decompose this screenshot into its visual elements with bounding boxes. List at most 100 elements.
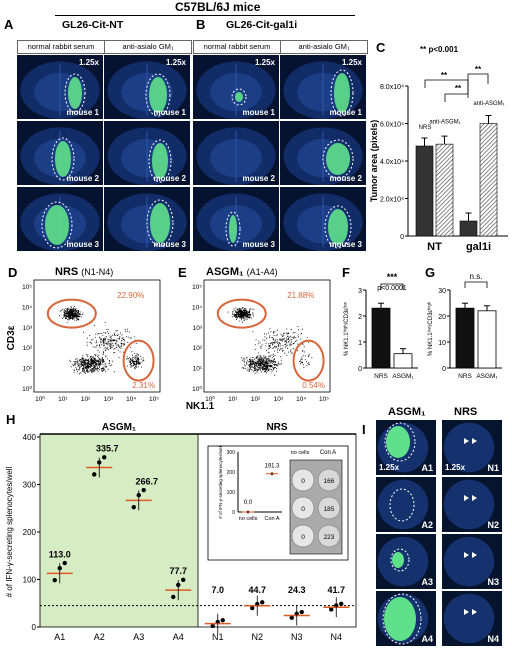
y-tick-label: 1 <box>358 340 362 347</box>
flow-y-tick-label: 10³ <box>193 325 203 332</box>
inset-y-tick-label: 0 <box>232 510 235 516</box>
value-label: 24.3 <box>288 585 306 595</box>
panel-a-tile-asgm-3-image <box>107 193 187 251</box>
tumor-outline <box>64 73 86 113</box>
panel-b-tile-asgm-2-image <box>283 127 363 185</box>
well-cona <box>317 496 341 520</box>
data-point <box>92 472 97 477</box>
bar-gal1i-0 <box>459 220 478 237</box>
panel-b-tile-nrs-1-image <box>196 61 276 119</box>
well-count-nocells: 0 <box>301 534 305 541</box>
panel-i-col-left: ASGM₁ <box>388 406 426 418</box>
tumor-outline <box>324 205 352 249</box>
tumor-area <box>326 143 350 175</box>
tumor-area <box>384 597 416 641</box>
x-category-label: N1 <box>212 632 224 642</box>
panel-b-tile-nrs-2-image <box>196 127 276 185</box>
bar-label-asgm-gal1i: anti-ASGM₁ <box>473 101 504 107</box>
sample-label: N1 <box>487 463 499 473</box>
flow-y-tick-label: 10⁵ <box>192 284 202 291</box>
flow-y-tick-label: 10² <box>193 345 203 352</box>
y-tick-label: 200 <box>23 528 37 537</box>
sig-star-1: ** <box>441 71 448 80</box>
x-category-label: A2 <box>94 632 105 642</box>
flow-x-tick-label: 10¹ <box>228 396 238 403</box>
well-count-nocells: 0 <box>301 478 305 485</box>
zoom-label: 1.25x <box>341 58 362 67</box>
data-point <box>260 600 265 605</box>
tumor-outline <box>41 201 73 249</box>
flow-D-gate-top-value: 22.90% <box>117 291 144 300</box>
x-category-label: N3 <box>291 632 303 642</box>
mouse-label: mouse 2 <box>153 174 186 183</box>
arrowhead-markers <box>464 609 477 615</box>
sig-bracket <box>380 283 404 290</box>
panel-i-asgm-image <box>377 536 429 587</box>
inset-x-label: Con A <box>265 516 280 522</box>
arrowhead-markers <box>464 438 477 444</box>
panel-i-asgm-image <box>377 422 429 473</box>
data-point <box>329 607 334 612</box>
panel-i-nrs-image <box>443 479 495 530</box>
flow-E-gate-top <box>216 298 267 329</box>
tumor-outline <box>384 422 416 462</box>
flow-y-tick-label: 10³ <box>23 325 33 332</box>
panel-b-tile-nrs-1: 1.25x mouse 1 <box>193 55 279 119</box>
data-point <box>181 577 186 583</box>
flow-E-gate-bottom-value: 0.54% <box>302 381 325 390</box>
panel-a-tile-asgm-2: mouse 2 <box>104 121 190 185</box>
flow-y-tick-label: 10⁰ <box>192 385 202 393</box>
inset-table-col1: no cells <box>291 450 310 456</box>
well-count-nocells: 0 <box>301 506 305 513</box>
tumor-area <box>150 203 170 243</box>
brain-section <box>443 422 495 473</box>
group-b-label: NRS <box>266 422 287 433</box>
panel-label-b: B <box>196 17 206 32</box>
sig-star-3: ** <box>475 65 482 74</box>
significance-main: ** p<0.001 <box>420 45 459 54</box>
data-point <box>220 618 225 623</box>
mouse-label: mouse 3 <box>66 240 99 249</box>
inset-value-label: 191.3 <box>264 464 280 470</box>
panel-b-tile-nrs-3-image <box>196 193 276 251</box>
bar-ASGM₁ <box>393 353 413 369</box>
sig-star-2: ** <box>455 84 462 93</box>
panel-b-tile-asgm-2: mouse 2 <box>280 121 366 185</box>
panel-i-nrs-tile-3: N3 <box>442 534 502 589</box>
flow-x-tick-label: 10⁴ <box>126 396 136 403</box>
y-tick-label: 100 <box>23 576 37 585</box>
tumor-outline <box>231 88 247 106</box>
mouse-label: mouse 3 <box>153 240 186 249</box>
bar-NRS <box>371 307 391 369</box>
data-point <box>299 609 304 615</box>
flow-D-gate-bottom <box>122 339 155 382</box>
x-category-label: NRS <box>458 373 472 380</box>
tumor-area <box>328 209 348 245</box>
y-tick-label: 300 <box>23 481 37 490</box>
data-point <box>250 605 255 611</box>
x-category-label: ASGM₁ <box>476 373 498 380</box>
y-tick-label: 6.0x10⁴ <box>380 122 404 129</box>
y-tick-label: 10 <box>438 340 446 347</box>
mouse-label: mouse 1 <box>242 108 275 117</box>
panel-label-g: G <box>425 265 436 280</box>
panel-a-tile-nrs-1-image <box>20 61 100 119</box>
flow-y-tick-label: 10⁰ <box>22 385 32 393</box>
well-count-cona: 223 <box>324 534 335 541</box>
flow-x-tick-label: 10⁵ <box>319 396 329 403</box>
panel-e-title-sub: (A1-A4) <box>246 267 278 277</box>
value-label: 113.0 <box>49 549 71 559</box>
inset-y-axis-label: # of IFN-γ-secreting splenocytes/well <box>218 445 223 519</box>
panel-a-tile-asgm-1: 1.25x mouse 1 <box>104 55 190 119</box>
data-point <box>62 560 67 566</box>
panel-i-nrs-image <box>443 422 495 473</box>
flow-E-events <box>227 307 313 376</box>
flow-D-gate-bottom-value: 2.31% <box>132 381 155 390</box>
zoom-label: 1.25x <box>254 58 275 67</box>
inset-x-label: no cells <box>239 516 258 522</box>
panel-b-tile-nrs-2: mouse 2 <box>193 121 279 185</box>
x-category-label: A3 <box>133 632 144 642</box>
well-nocells <box>291 524 315 548</box>
value-label: 266.7 <box>135 476 158 486</box>
